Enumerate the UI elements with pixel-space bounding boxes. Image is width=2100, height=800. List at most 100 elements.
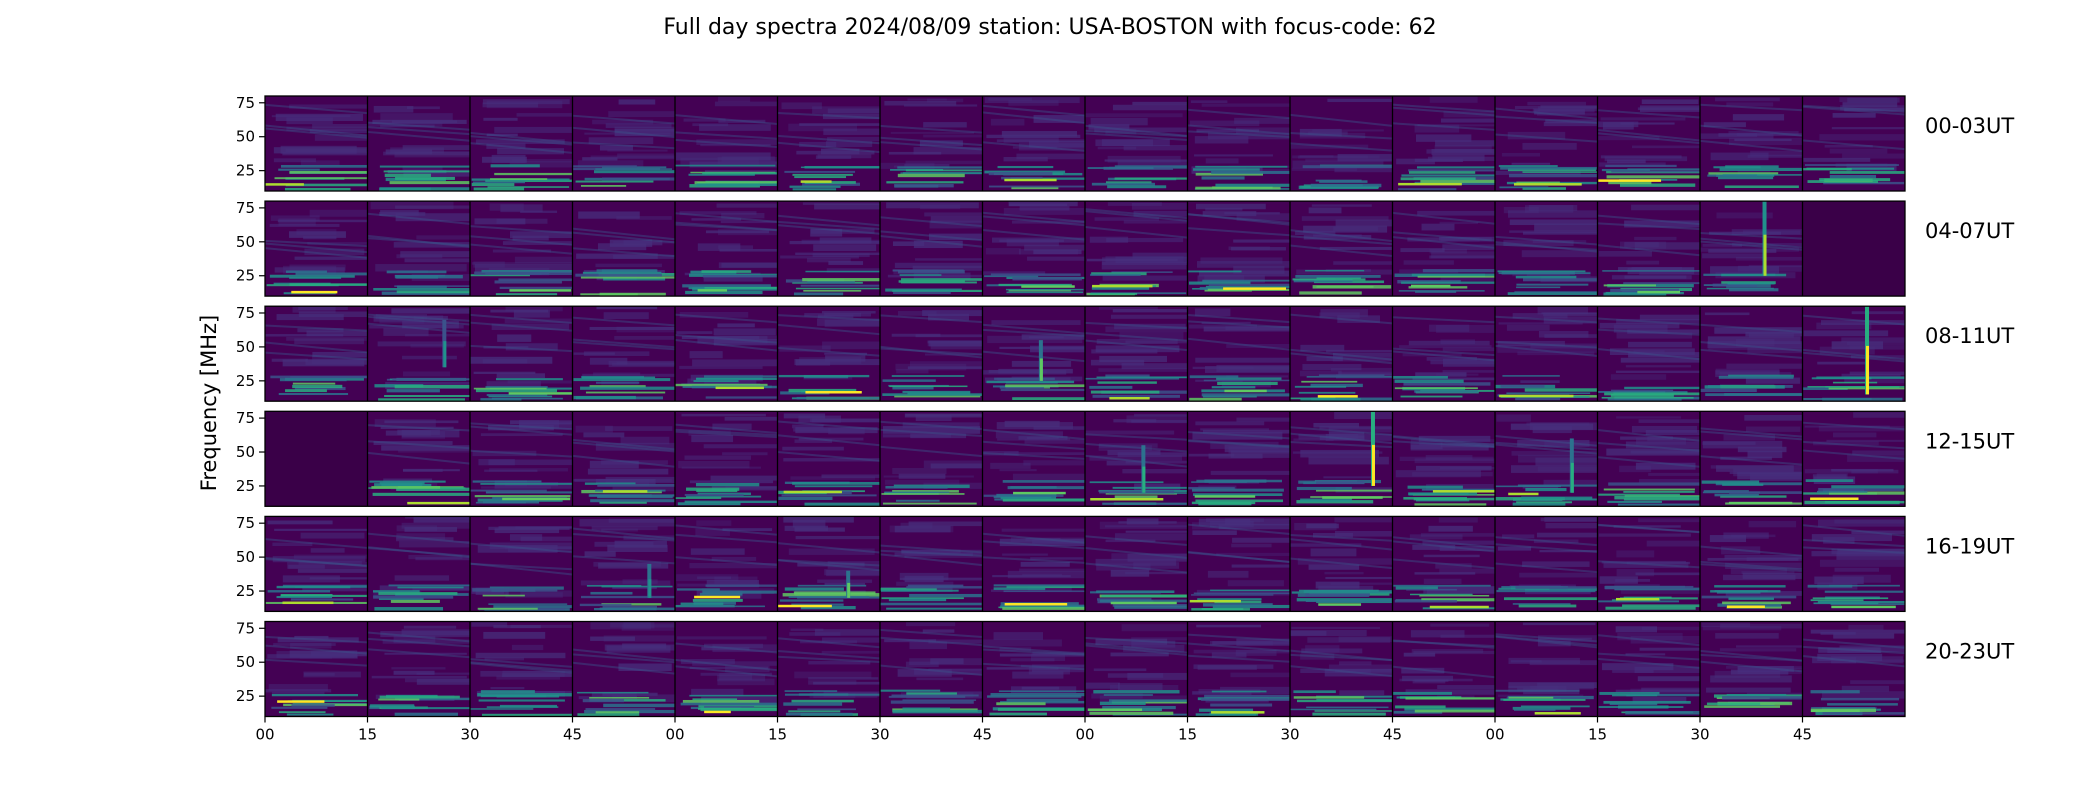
rfi-band — [595, 381, 640, 384]
rfi-band — [905, 169, 987, 172]
drift-trace — [879, 230, 983, 242]
rfi-band — [1820, 697, 1900, 701]
rfi-band — [1316, 276, 1361, 280]
rfi-band — [703, 375, 804, 378]
rfi-band — [1188, 281, 1251, 285]
texture-patch — [488, 459, 578, 466]
texture-patch — [892, 241, 925, 247]
rfi-band — [396, 487, 480, 491]
drift-trace — [1084, 636, 1188, 645]
texture-patch — [623, 621, 655, 629]
texture-patch — [1746, 557, 1811, 562]
rfi-band — [1296, 486, 1352, 491]
texture-patch — [783, 458, 881, 462]
drift-trace — [777, 558, 881, 567]
rfi-band — [1301, 380, 1358, 383]
texture-patch — [1846, 163, 1897, 171]
drift-trace — [1187, 633, 1291, 642]
spectrum-panel — [367, 96, 492, 191]
texture-patch — [1020, 561, 1070, 567]
drift-trace — [1494, 115, 1598, 124]
texture-patch — [894, 552, 973, 556]
rfi-band — [1006, 585, 1106, 589]
texture-patch — [884, 100, 957, 106]
row-label: 12-15UT — [1925, 429, 2014, 453]
rfi-band — [1822, 712, 1905, 715]
spectrum-panel — [1494, 516, 1642, 612]
spectrum-panel — [1187, 411, 1335, 507]
rfi-band — [595, 168, 673, 170]
texture-patch — [1118, 521, 1177, 524]
texture-patch — [1220, 686, 1309, 695]
texture-patch — [1519, 572, 1598, 578]
drift-trace — [1084, 332, 1188, 342]
bright-band — [1318, 603, 1362, 606]
texture-patch — [1414, 158, 1463, 163]
rfi-band — [1012, 397, 1104, 401]
texture-patch — [1615, 689, 1705, 693]
x-tick-label: 30 — [870, 726, 889, 744]
texture-patch — [1530, 685, 1567, 692]
texture-patch — [822, 637, 891, 643]
texture-patch — [272, 556, 366, 563]
texture-patch — [274, 267, 345, 273]
texture-patch — [1543, 121, 1600, 127]
texture-patch — [1297, 558, 1397, 565]
texture-patch — [486, 381, 541, 389]
row-label: 20-23UT — [1925, 640, 2014, 664]
texture-patch — [1085, 682, 1120, 689]
texture-patch — [1403, 260, 1454, 265]
rfi-band — [1717, 603, 1782, 607]
texture-patch — [1538, 635, 1604, 642]
drift-trace — [1084, 433, 1188, 441]
texture-patch — [999, 653, 1098, 657]
drift-trace — [982, 648, 1086, 656]
drift-trace — [674, 428, 778, 437]
texture-patch — [1439, 546, 1499, 552]
texture-patch — [692, 123, 729, 127]
rfi-band — [1395, 705, 1446, 709]
rfi-band — [1298, 589, 1379, 592]
drift-trace — [879, 553, 983, 567]
texture-patch — [265, 689, 332, 693]
rfi-band — [494, 280, 562, 284]
texture-patch — [1099, 695, 1194, 703]
rfi-band — [677, 588, 720, 591]
rfi-band — [705, 584, 792, 587]
texture-patch — [1096, 563, 1151, 571]
rfi-band — [369, 480, 446, 483]
rfi-band — [1188, 486, 1235, 490]
rfi-band — [998, 690, 1086, 693]
rfi-band — [783, 702, 843, 706]
texture-patch — [1832, 432, 1877, 438]
rfi-band — [599, 501, 647, 504]
texture-patch — [1443, 110, 1515, 118]
rfi-band — [1189, 375, 1239, 379]
texture-patch — [1324, 571, 1364, 575]
texture-patch — [1715, 97, 1780, 102]
rfi-band — [1008, 289, 1072, 292]
texture-patch — [1702, 626, 1782, 631]
spectrum-panel — [1289, 516, 1435, 612]
rfi-band — [984, 170, 1066, 174]
rfi-band — [780, 391, 830, 395]
texture-patch — [1319, 246, 1395, 250]
texture-patch — [717, 157, 794, 165]
spectrum-panel — [1597, 96, 1741, 191]
rfi-band — [1306, 706, 1389, 709]
rfi-band — [882, 379, 936, 382]
texture-patch — [1735, 256, 1828, 261]
rfi-band — [1187, 270, 1242, 273]
texture-patch — [513, 310, 550, 318]
rfi-band — [1718, 375, 1794, 379]
rfi-band — [1415, 290, 1457, 293]
drift-trace — [982, 104, 1086, 117]
texture-patch — [822, 113, 907, 120]
texture-patch — [926, 98, 964, 103]
drift-trace — [367, 234, 471, 248]
drift-trace — [1802, 645, 1905, 655]
rfi-band — [1525, 587, 1618, 591]
texture-patch — [309, 209, 373, 217]
rfi-band — [1714, 493, 1759, 497]
spectrum-panel — [367, 201, 500, 297]
